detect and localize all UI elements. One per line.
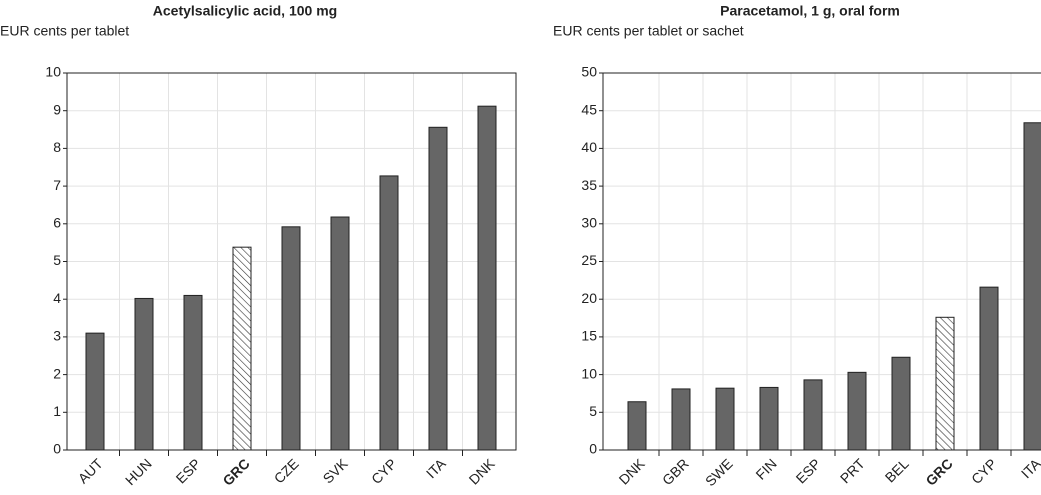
y-axis-label: EUR cents per tablet bbox=[0, 23, 129, 39]
bar bbox=[847, 371, 867, 451]
x-tick-label: ESP bbox=[173, 455, 204, 486]
y-tick-label: 4 bbox=[53, 290, 61, 306]
x-tick-label: ITA bbox=[423, 455, 449, 481]
y-tick-label: 10 bbox=[45, 64, 61, 80]
bar bbox=[330, 216, 350, 451]
x-tick-label: PRT bbox=[837, 455, 868, 486]
y-tick-label: 25 bbox=[581, 252, 597, 268]
y-tick-label: 5 bbox=[589, 403, 597, 419]
y-tick-label: 50 bbox=[581, 64, 597, 80]
y-tick-label: 30 bbox=[581, 215, 597, 231]
x-tick-label: BEL bbox=[882, 455, 912, 485]
chart-title: Paracetamol, 1 g, oral form bbox=[720, 3, 900, 19]
y-axis-label: EUR cents per tablet or sachet bbox=[553, 23, 744, 39]
y-tick-label: 0 bbox=[53, 441, 61, 457]
x-tick-label: DNK bbox=[616, 455, 649, 488]
bar bbox=[85, 332, 105, 451]
y-tick-label: 3 bbox=[53, 328, 61, 344]
y-tick-label: 20 bbox=[581, 290, 597, 306]
y-tick-label: 45 bbox=[581, 101, 597, 117]
x-tick-label: GRC bbox=[922, 455, 955, 488]
y-tick-label: 35 bbox=[581, 177, 597, 193]
bar bbox=[477, 105, 497, 451]
x-tick-label: GBR bbox=[659, 455, 692, 488]
y-tick-label: 10 bbox=[581, 365, 597, 381]
bar bbox=[627, 401, 647, 451]
plot-frame bbox=[602, 72, 1041, 451]
x-tick-label: ITA bbox=[1018, 455, 1041, 481]
bar bbox=[715, 387, 735, 451]
bar bbox=[671, 388, 691, 451]
y-tick-label: 6 bbox=[53, 215, 61, 231]
bar bbox=[979, 286, 999, 451]
bar bbox=[1023, 122, 1041, 451]
y-tick-label: 40 bbox=[581, 139, 597, 155]
bar bbox=[183, 294, 203, 451]
x-tick-label: GRC bbox=[219, 455, 252, 488]
y-tick-label: 2 bbox=[53, 365, 61, 381]
x-tick-label: DNK bbox=[466, 455, 499, 488]
x-tick-label: SWE bbox=[702, 455, 736, 489]
y-tick-label: 7 bbox=[53, 177, 61, 193]
x-tick-label: ESP bbox=[793, 455, 824, 486]
bar bbox=[803, 379, 823, 451]
bar bbox=[935, 316, 955, 451]
y-tick-label: 5 bbox=[53, 252, 61, 268]
bar bbox=[891, 356, 911, 451]
bar bbox=[379, 175, 399, 451]
y-tick-label: 9 bbox=[53, 101, 61, 117]
bar bbox=[428, 126, 448, 451]
x-tick-label: CZE bbox=[271, 455, 302, 486]
y-tick-label: 8 bbox=[53, 139, 61, 155]
x-tick-label: FIN bbox=[752, 455, 779, 482]
x-tick-label: AUT bbox=[75, 455, 106, 486]
x-tick-label: CYP bbox=[968, 455, 1000, 487]
x-tick-label: CYP bbox=[368, 455, 400, 487]
y-tick-label: 15 bbox=[581, 328, 597, 344]
y-tick-label: 1 bbox=[53, 403, 61, 419]
chart-title: Acetylsalicylic acid, 100 mg bbox=[153, 3, 337, 19]
x-tick-label: SVK bbox=[320, 455, 352, 487]
bar bbox=[232, 246, 252, 451]
bar bbox=[134, 297, 154, 451]
bar bbox=[759, 386, 779, 451]
bar bbox=[281, 226, 301, 451]
x-tick-label: HUN bbox=[122, 455, 155, 488]
y-tick-label: 0 bbox=[589, 441, 597, 457]
